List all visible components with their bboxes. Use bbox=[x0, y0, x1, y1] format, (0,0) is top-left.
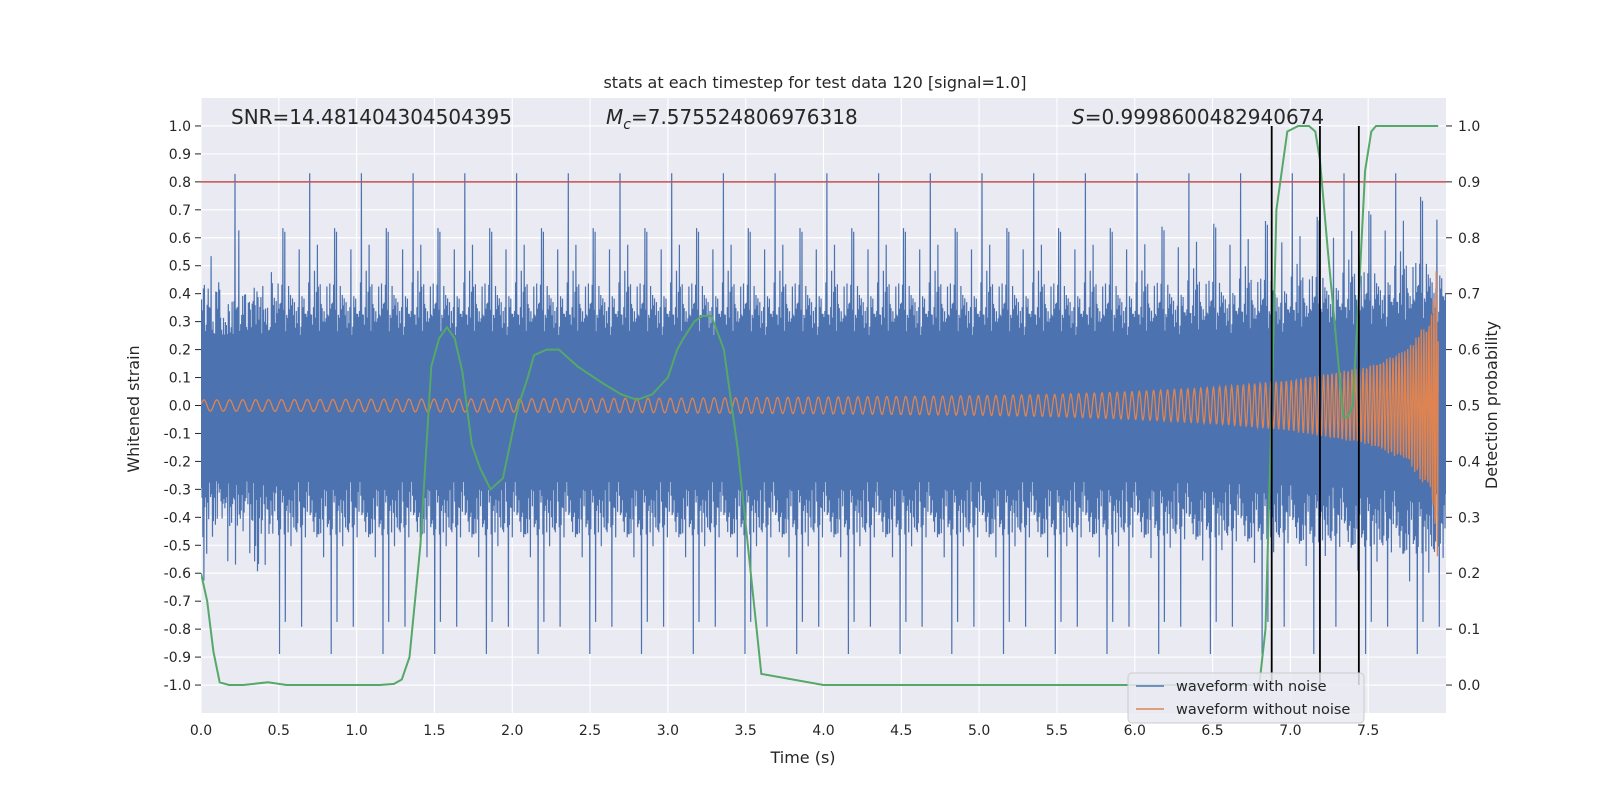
x-tick-label: 7.0 bbox=[1279, 723, 1301, 739]
legend: waveform with noise waveform without noi… bbox=[1127, 672, 1365, 724]
x-axis-label: Time (s) bbox=[769, 748, 835, 767]
y2-tick-label: 0.7 bbox=[1458, 287, 1480, 303]
y2-tick-label: 0.2 bbox=[1458, 566, 1480, 582]
x-tick-label: 2.0 bbox=[501, 723, 523, 739]
y-tick-label: -0.5 bbox=[164, 538, 191, 554]
legend-label-clean: waveform without noise bbox=[1176, 702, 1350, 718]
legend-box bbox=[1127, 672, 1365, 724]
snr-annotation: SNR=14.481404304504395 bbox=[231, 105, 512, 129]
x-ticks: 0.0 0.5 1.0 1.5 2.0 2.5 3.0 3.5 4.0 4.5 5.0 5.5 6.0 6… bbox=[190, 723, 1379, 739]
x-tick-label: 6.0 bbox=[1124, 723, 1146, 739]
y-tick-label: -0.2 bbox=[164, 454, 191, 470]
x-tick-label: 1.5 bbox=[423, 723, 445, 739]
chirp-mass-annotation: Mc=7.575524806976318 bbox=[606, 105, 858, 133]
y-tick-label: 0.6 bbox=[169, 231, 191, 247]
y2-tick-label: 0.6 bbox=[1458, 343, 1480, 359]
y-tick-label: 0.1 bbox=[169, 371, 191, 387]
x-tick-label: 2.5 bbox=[579, 723, 601, 739]
y2-tick-label: 0.4 bbox=[1458, 454, 1480, 470]
y2-tick-label: 0.8 bbox=[1458, 231, 1480, 247]
y-tick-label: -0.9 bbox=[164, 650, 191, 666]
x-tick-label: 0.5 bbox=[268, 723, 290, 739]
y-tick-label: 0.0 bbox=[169, 399, 191, 415]
chirp-mass-symbol: M bbox=[606, 105, 623, 129]
legend-label-noisy: waveform with noise bbox=[1176, 679, 1327, 695]
y-tick-label: 0.9 bbox=[169, 147, 191, 163]
series-waveform-with-noise bbox=[201, 173, 1446, 655]
y-tick-label: 0.8 bbox=[169, 175, 191, 191]
x-tick-label: 3.0 bbox=[657, 723, 679, 739]
y-tick-label: 0.5 bbox=[169, 259, 191, 275]
s-value: =0.9998600482940674 bbox=[1085, 105, 1324, 129]
y-tick-label: -1.0 bbox=[164, 678, 191, 694]
s-annotation: S=0.9998600482940674 bbox=[1072, 105, 1324, 129]
y-axis-label: Whitened strain bbox=[124, 345, 143, 472]
y-tick-label: -0.4 bbox=[164, 510, 191, 526]
y-tick-label: 0.2 bbox=[169, 343, 191, 359]
y2-tick-label: 0.9 bbox=[1458, 175, 1480, 191]
chirp-mass-value: =7.575524806976318 bbox=[631, 105, 858, 129]
series-waveform-without-noise bbox=[201, 271, 1439, 557]
y-tick-label: -0.3 bbox=[164, 482, 191, 498]
y-ticks: 1.0 0.9 0.8 0.7 0.6 0.5 0.4 0.3 0.2 0.1 0.0 -0.1 -0.… bbox=[164, 119, 201, 694]
y-tick-label: 0.4 bbox=[169, 287, 191, 303]
x-tick-label: 6.5 bbox=[1201, 723, 1223, 739]
y2-ticks: 1.0 0.9 0.8 0.7 0.6 0.5 0.4 0.3 0.2 0.1 0.0 bbox=[1446, 119, 1480, 694]
y2-tick-label: 0.1 bbox=[1458, 622, 1480, 638]
y2-axis-label: Detection probability bbox=[1482, 321, 1501, 489]
series-detection-probability bbox=[201, 125, 1439, 686]
chirp-mass-subscript: c bbox=[623, 117, 631, 133]
y-tick-label: 0.7 bbox=[169, 203, 191, 219]
y-tick-label: -0.7 bbox=[164, 594, 191, 610]
y2-tick-label: 0.5 bbox=[1458, 399, 1480, 415]
series-layer bbox=[201, 125, 1446, 686]
x-tick-label: 5.5 bbox=[1046, 723, 1068, 739]
y-tick-label: -0.6 bbox=[164, 566, 191, 582]
y2-tick-label: 1.0 bbox=[1458, 119, 1480, 135]
chart-title: stats at each timestep for test data 120… bbox=[603, 73, 1026, 92]
x-tick-label: 4.5 bbox=[890, 723, 912, 739]
y2-tick-label: 0.0 bbox=[1458, 678, 1480, 694]
x-tick-label: 4.0 bbox=[812, 723, 834, 739]
x-tick-label: 7.5 bbox=[1357, 723, 1379, 739]
y-tick-label: 0.3 bbox=[169, 315, 191, 331]
x-tick-label: 3.5 bbox=[735, 723, 757, 739]
y-tick-label: 1.0 bbox=[169, 119, 191, 135]
x-tick-label: 1.0 bbox=[345, 723, 367, 739]
x-tick-label: 5.0 bbox=[968, 723, 990, 739]
y-tick-label: -0.8 bbox=[164, 622, 191, 638]
s-symbol: S bbox=[1072, 105, 1085, 129]
x-tick-label: 0.0 bbox=[190, 723, 212, 739]
y2-tick-label: 0.3 bbox=[1458, 510, 1480, 526]
y-tick-label: -0.1 bbox=[164, 426, 191, 442]
